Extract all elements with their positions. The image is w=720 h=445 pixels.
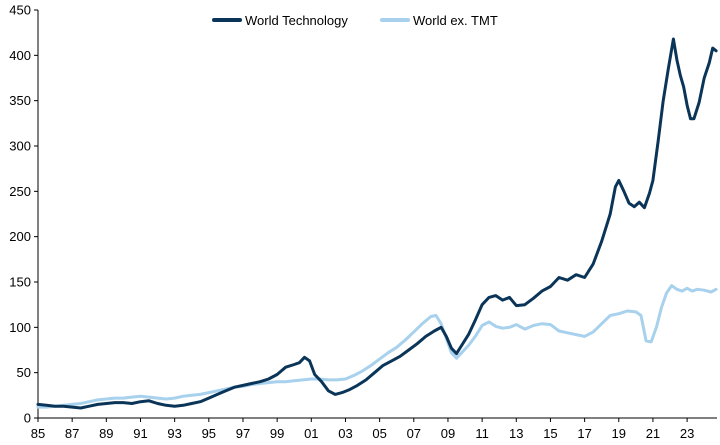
x-tick-label: 87 — [65, 426, 79, 441]
x-tick-label: 93 — [167, 426, 181, 441]
y-tick-label: 250 — [9, 184, 31, 199]
x-tick-label: 23 — [680, 426, 694, 441]
x-tick-label: 11 — [475, 426, 489, 441]
y-tick-label: 350 — [9, 93, 31, 108]
y-tick-label: 50 — [17, 365, 31, 380]
x-tick-label: 21 — [646, 426, 660, 441]
legend-entry-world-ex-tmt: World ex. TMT — [380, 13, 498, 28]
legend-entry-world-technology: World Technology — [212, 13, 348, 28]
legend-label-world-technology: World Technology — [245, 13, 348, 28]
x-tick-label: 01 — [304, 426, 318, 441]
y-tick-label: 0 — [24, 411, 31, 426]
x-tick-label: 91 — [133, 426, 147, 441]
y-tick-label: 400 — [9, 48, 31, 63]
x-tick-label: 15 — [543, 426, 557, 441]
y-tick-label: 450 — [9, 3, 31, 18]
x-tick-label: 13 — [509, 426, 523, 441]
y-axis: 0 50 100 150 200 250 300 350 400 450 — [9, 3, 39, 426]
x-tick-label: 09 — [441, 426, 455, 441]
legend: World Technology World ex. TMT — [212, 13, 498, 28]
x-tick-label: 99 — [270, 426, 284, 441]
x-tick-label: 03 — [338, 426, 352, 441]
y-tick-label: 100 — [9, 320, 31, 335]
series-layer — [36, 37, 718, 410]
x-tick-label: 89 — [99, 426, 113, 441]
x-tick-label: 19 — [612, 426, 626, 441]
x-tick-label: 95 — [202, 426, 216, 441]
x-tick-label: 85 — [31, 426, 45, 441]
series-line-world-ex-tmt — [36, 284, 718, 409]
y-tick-label: 300 — [9, 139, 31, 154]
x-tick-label: 17 — [577, 426, 591, 441]
x-axis: 85 87 89 91 93 95 97 99 01 03 05 07 09 11 13 15 17 19 21 23 — [31, 417, 717, 441]
y-tick-label: 200 — [9, 229, 31, 244]
legend-label-world-ex-tmt: World ex. TMT — [413, 13, 498, 28]
series-line-world-technology — [36, 37, 718, 410]
x-tick-label: 05 — [372, 426, 386, 441]
x-tick-label: 97 — [236, 426, 250, 441]
x-tick-label: 07 — [407, 426, 421, 441]
y-tick-label: 150 — [9, 275, 31, 290]
